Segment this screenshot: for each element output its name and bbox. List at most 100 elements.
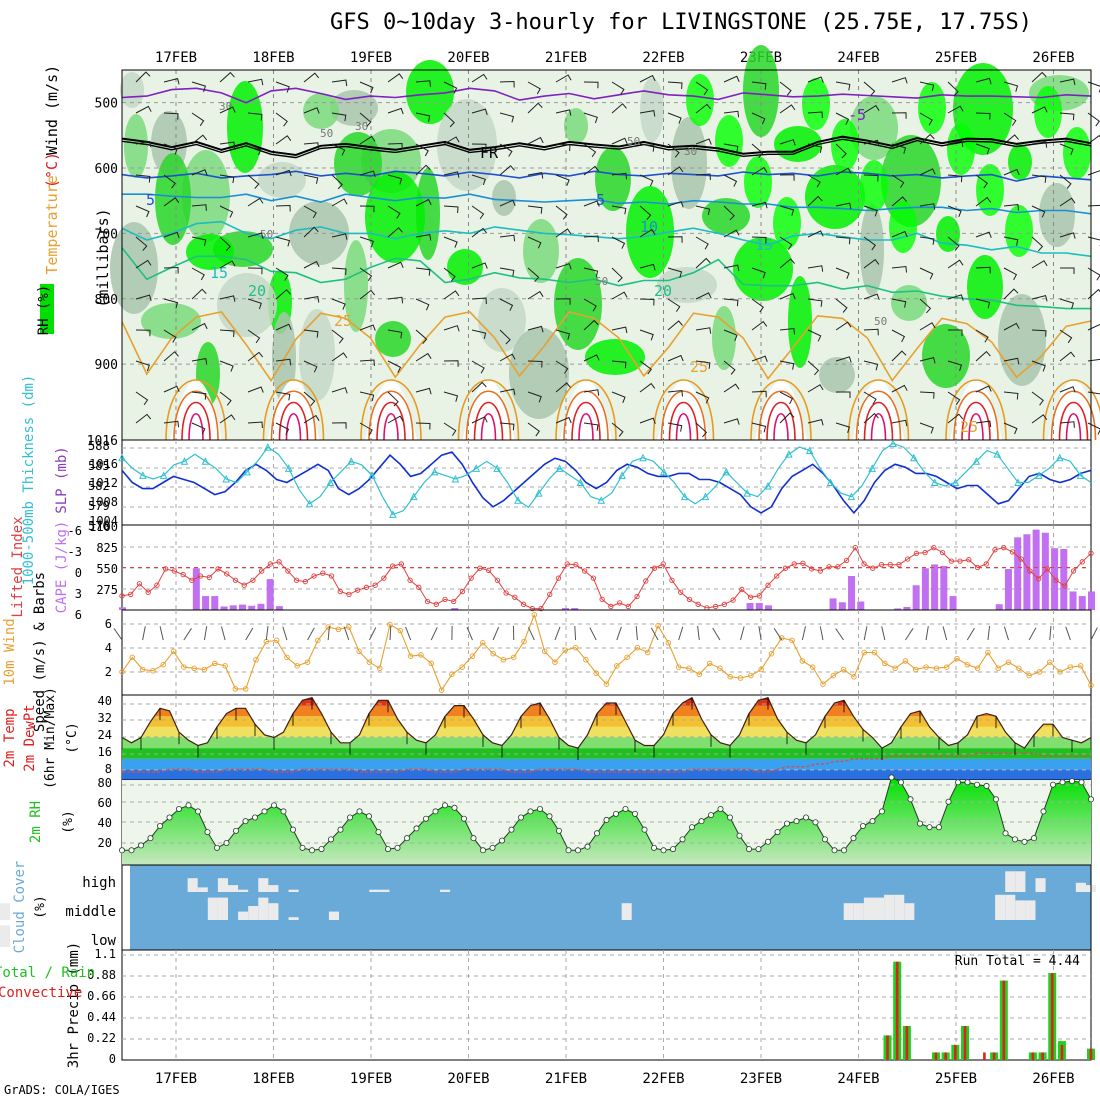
wind-barb xyxy=(947,413,964,424)
cape-bar xyxy=(119,607,126,610)
lifted-marker xyxy=(852,545,858,551)
lifted-marker xyxy=(861,561,867,567)
wind-barb xyxy=(835,112,850,125)
precip-conv-bar xyxy=(983,1052,986,1060)
wind-barb xyxy=(611,137,628,145)
wind-speed-marker xyxy=(706,660,713,667)
rh-shade xyxy=(967,255,1003,319)
lifted-marker xyxy=(381,575,387,581)
wind-barb xyxy=(891,265,907,273)
wind-barb xyxy=(835,236,851,245)
isotherm-hot xyxy=(165,379,227,441)
rh-label: 50 xyxy=(595,275,608,288)
wind-barb xyxy=(471,174,486,186)
wind-barb xyxy=(695,292,712,300)
wind-barb xyxy=(695,391,710,404)
rh-shade xyxy=(344,240,368,332)
isotherm-hot xyxy=(855,390,902,441)
cloud-clear-middle xyxy=(248,906,259,920)
wind-speed-marker xyxy=(139,666,146,673)
rh2m-marker xyxy=(812,819,819,826)
wind-barb xyxy=(863,205,878,217)
thickness-marker xyxy=(284,464,293,472)
wind-barb xyxy=(471,329,487,340)
wind-barb xyxy=(527,422,540,437)
isotherm-hot xyxy=(870,412,887,441)
lifted-marker xyxy=(293,577,300,583)
precip-conv-bar xyxy=(886,1035,889,1060)
precip-conv-bar xyxy=(905,1025,909,1060)
rh2m-marker xyxy=(898,779,905,786)
wind-barb xyxy=(1059,329,1073,344)
wind-barb-10m xyxy=(307,627,315,641)
cloud-clear-middle xyxy=(853,903,864,920)
wind-barb xyxy=(499,234,516,242)
wind-barb-10m xyxy=(405,626,412,641)
cape-bar xyxy=(894,608,902,610)
cloud-clear-middle xyxy=(621,903,632,920)
wind-barb xyxy=(695,103,712,114)
wind-barb xyxy=(779,236,793,250)
wind-barb xyxy=(947,259,964,269)
wind-barb xyxy=(163,197,180,207)
lifted-marker xyxy=(747,594,754,600)
cloud-clear-high xyxy=(439,889,451,892)
cape-bar xyxy=(1069,591,1077,610)
wind-barb xyxy=(331,233,348,240)
wind-barb xyxy=(667,112,682,124)
isotherm-label: -5 xyxy=(848,106,866,124)
wind-barb xyxy=(219,106,236,114)
rh-shade xyxy=(671,117,707,209)
lifted-marker xyxy=(843,557,850,564)
run-total: Run Total = 4.44 xyxy=(955,954,1080,969)
wind-barb xyxy=(779,360,795,370)
wind-barb xyxy=(219,141,236,149)
rh2m-marker xyxy=(575,847,582,854)
wind-speed-marker xyxy=(129,654,136,661)
rh-shade xyxy=(227,81,263,173)
precip-conv-bar xyxy=(895,961,899,1060)
wind-speed-marker xyxy=(727,674,733,680)
precip-conv-bar xyxy=(954,1044,957,1060)
wind-speed-marker xyxy=(995,665,1001,672)
rh-shade-high xyxy=(744,156,772,208)
wind-barb xyxy=(919,267,934,280)
lifted-marker xyxy=(1088,550,1094,556)
wind-barb xyxy=(667,267,683,278)
cloud-clear-middle xyxy=(328,911,340,920)
rh2m-marker xyxy=(1059,779,1066,786)
wind-speed-marker xyxy=(428,660,435,667)
temp2m-units-label: (°C) xyxy=(65,722,80,753)
rh-shade xyxy=(120,72,144,108)
wind-barb xyxy=(779,174,795,181)
wind-barb xyxy=(695,257,711,269)
date-label-top: 22FEB xyxy=(642,50,684,66)
lifted-marker xyxy=(1070,568,1077,574)
wind-speed-marker xyxy=(150,667,156,674)
isotherm-hot xyxy=(750,379,812,441)
rh2m-marker xyxy=(983,782,990,789)
rh2m-marker xyxy=(470,835,477,842)
wind-barb xyxy=(303,296,320,303)
slp-tick: 1012 xyxy=(89,476,118,490)
rh2m-marker xyxy=(679,836,686,843)
lifted-marker xyxy=(913,550,920,556)
cape-bar xyxy=(940,565,948,610)
isotherm-hot xyxy=(578,412,594,441)
rh-shade xyxy=(141,303,201,339)
wind-barb xyxy=(975,298,991,309)
wind-barbs xyxy=(135,71,1100,438)
wind-barb xyxy=(499,80,515,88)
wind-barb xyxy=(583,389,600,396)
lifted-marker xyxy=(616,600,623,606)
wind-barb xyxy=(387,360,402,373)
date-label-top: 26FEB xyxy=(1032,50,1074,66)
thickness-tick: 576 xyxy=(88,519,110,533)
rh-shade xyxy=(819,357,855,393)
wind-speed-marker xyxy=(376,665,383,672)
wind-barb xyxy=(751,267,766,279)
wind-barb xyxy=(499,353,516,362)
lifted-marker xyxy=(721,601,728,607)
rh2m-marker xyxy=(993,796,1000,803)
wind-barb xyxy=(387,391,399,407)
